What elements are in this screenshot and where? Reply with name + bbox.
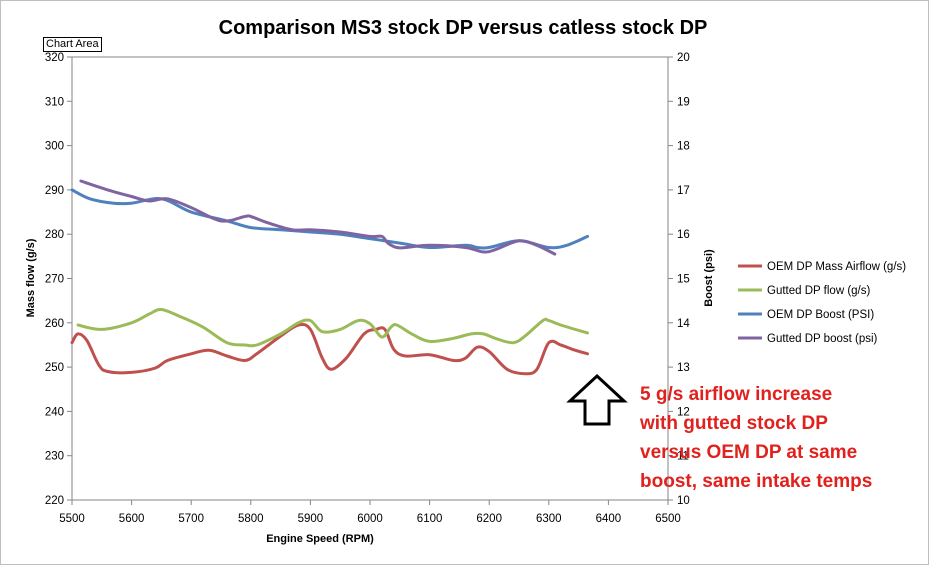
y2-tick-label: 15: [677, 274, 690, 286]
y-tick-label: 290: [45, 185, 64, 197]
plot-border: [71, 56, 669, 501]
y2-tick-label: 20: [677, 52, 690, 64]
y2-tick-label: 10: [677, 495, 690, 507]
y-tick-label: 320: [45, 52, 64, 64]
series-lines: [70, 179, 589, 376]
y-tick-label: 240: [45, 406, 64, 418]
x-axis-ticks: 5500 5600 5700 5800 5900 6000 6100 6200 6300 6400…: [59, 500, 681, 525]
annotation-line: boost, same intake temps: [640, 471, 872, 492]
legend-label: OEM DP Boost (PSI): [767, 309, 874, 321]
chart-title: Comparison MS3 stock DP versus catless s…: [219, 17, 708, 39]
x-tick-label: 5800: [238, 513, 264, 525]
x-tick-label: 5700: [178, 513, 204, 525]
x-tick-label: 6200: [476, 513, 502, 525]
y-tick-label: 280: [45, 229, 64, 241]
up-arrow-icon: [566, 373, 628, 426]
left-axis-ticks: 220 230 240 250 260 270 280 290 300 310 320: [45, 52, 72, 507]
annotation: 5 g/s airflow increase with gutted stock …: [639, 384, 872, 492]
x-axis-label: Engine Speed (RPM): [266, 533, 374, 545]
legend-label: Gutted DP boost (psi): [767, 333, 878, 345]
legend-label: OEM DP Mass Airflow (g/s): [767, 261, 906, 273]
y2-tick-label: 12: [677, 406, 690, 418]
y-tick-label: 310: [45, 96, 64, 108]
y-tick-label: 270: [45, 274, 64, 286]
series-line-2: [76, 307, 589, 348]
legend: OEM DP Mass Airflow (g/s) Gutted DP flow …: [738, 261, 906, 345]
plot-area: [71, 56, 669, 501]
y-tick-label: 300: [45, 141, 64, 153]
y2-axis-label: Boost (psi): [703, 249, 715, 307]
series-line-3: [70, 188, 589, 250]
y-tick-label: 260: [45, 318, 64, 330]
y-tick-label: 250: [45, 362, 64, 374]
x-tick-label: 6400: [596, 513, 622, 525]
x-tick-label: 6000: [357, 513, 383, 525]
x-tick-label: 6500: [655, 513, 681, 525]
y-axis-label: Mass flow (g/s): [25, 238, 37, 317]
legend-label: Gutted DP flow (g/s): [767, 285, 870, 297]
y-tick-label: 220: [45, 495, 64, 507]
y2-tick-label: 17: [677, 185, 690, 197]
annotation-line: 5 g/s airflow increase: [640, 384, 832, 405]
x-tick-label: 5600: [119, 513, 145, 525]
y2-tick-label: 18: [677, 141, 690, 153]
annotation-line: with gutted stock DP: [639, 413, 828, 434]
right-axis-ticks: 10 11 12 13 14 15 16 17 18 19 20: [668, 52, 690, 507]
annotation-line: versus OEM DP at same: [640, 442, 857, 463]
y2-tick-label: 11: [677, 451, 689, 463]
y2-tick-label: 16: [677, 229, 690, 241]
series-line-4: [79, 179, 557, 256]
chart-area-tag: Chart Area: [43, 37, 102, 52]
y2-tick-label: 14: [677, 318, 690, 330]
x-tick-label: 5900: [298, 513, 324, 525]
y-tick-label: 230: [45, 451, 64, 463]
series-line-1: [70, 322, 589, 376]
y2-tick-label: 13: [677, 362, 690, 374]
y2-tick-label: 19: [677, 96, 690, 108]
x-tick-label: 5500: [59, 513, 85, 525]
x-tick-label: 6300: [536, 513, 562, 525]
x-tick-label: 6100: [417, 513, 443, 525]
